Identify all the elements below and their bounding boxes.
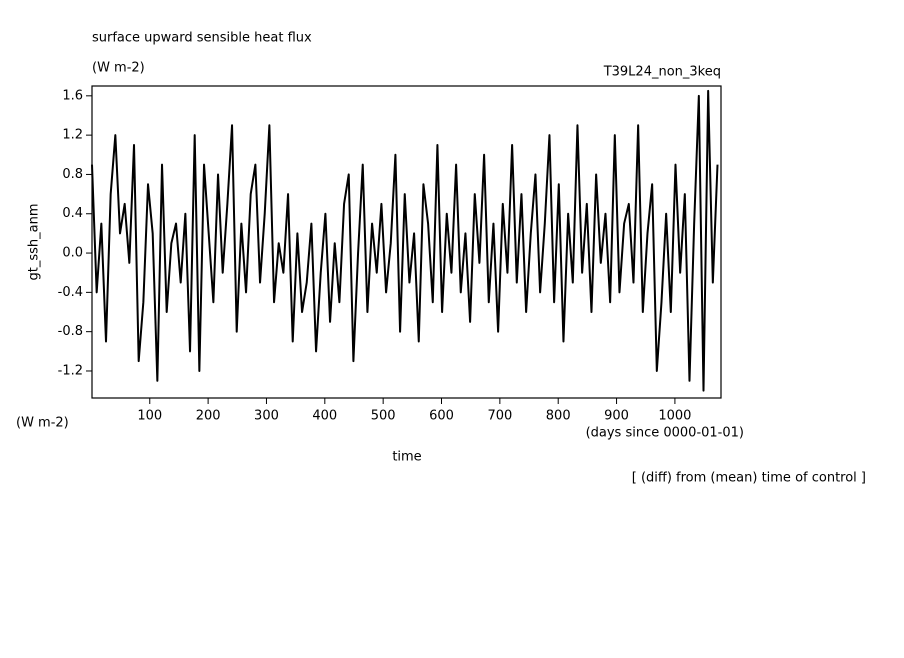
data-line: [91, 89, 719, 392]
y-tick-label: -0.4: [58, 285, 83, 300]
y-tick-label: 0.0: [62, 246, 83, 261]
y-axis-label: gt_ssh_anm: [27, 203, 42, 280]
x-unit-label: (days since 0000-01-01): [586, 426, 744, 441]
y-unit-label: (W m-2): [16, 416, 69, 431]
run-label: T39L24_non_3keq: [603, 65, 721, 80]
y-tick-label: 1.2: [62, 128, 83, 143]
y-tick-label: 0.4: [62, 206, 83, 221]
x-tick-label: 700: [487, 409, 512, 424]
y-tick-label: -0.8: [58, 324, 83, 339]
x-tick-label: 300: [254, 409, 279, 424]
subtitle: (W m-2): [92, 61, 145, 76]
x-tick-label: 600: [429, 409, 454, 424]
x-tick-label: 200: [196, 409, 221, 424]
chart-title: surface upward sensible heat flux: [92, 31, 312, 46]
x-tick-label: 900: [604, 409, 629, 424]
y-tick-label: -1.2: [58, 363, 83, 378]
x-tick-label: 1000: [658, 409, 691, 424]
plot-frame: [91, 85, 722, 399]
note: [ (diff) from (mean) time of control ]: [632, 471, 866, 486]
x-tick-label: 100: [137, 409, 162, 424]
y-tick-label: 1.6: [62, 88, 83, 103]
x-axis-label: time: [392, 450, 421, 465]
x-tick-label: 500: [371, 409, 396, 424]
x-tick-label: 400: [312, 409, 337, 424]
y-tick-label: 0.8: [62, 167, 83, 182]
x-tick-label: 800: [546, 409, 571, 424]
